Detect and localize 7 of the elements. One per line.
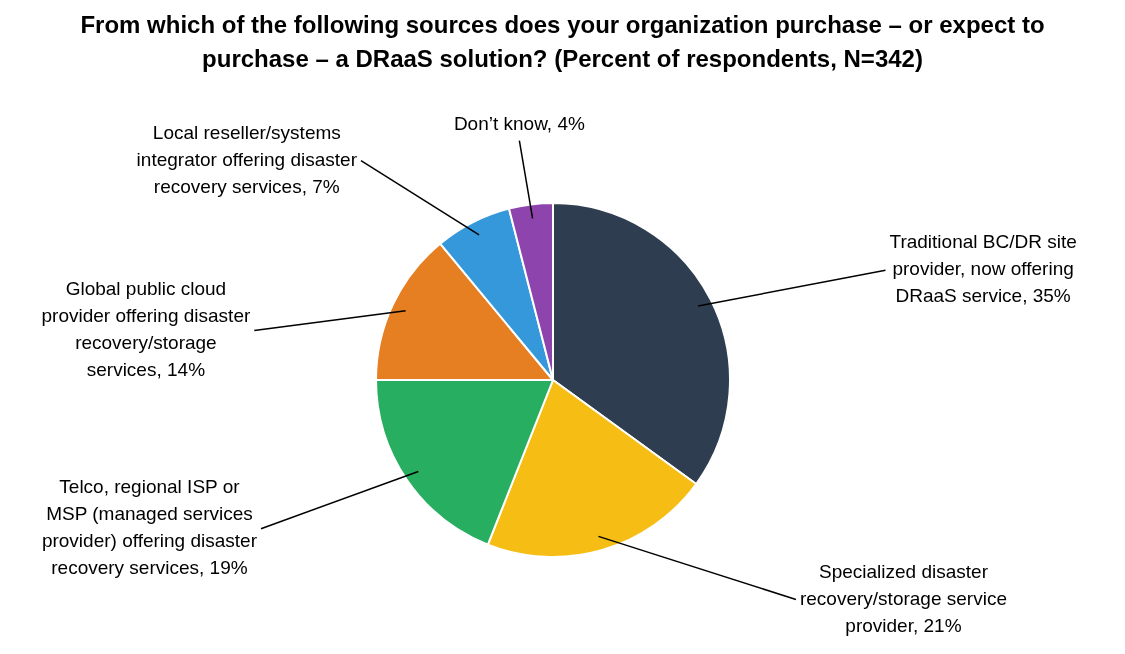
slice-label: Telco, regional ISP or MSP (managed services provider) offering disaster recovery services, 19% <box>41 476 258 579</box>
slice-label: Specialized disaster recovery/storage service provider, 21% <box>799 560 1007 636</box>
slice-label: Traditional BC/DR site provider, now offering DRaaS service, 35% <box>889 231 1077 307</box>
chart-title: From which of the following sources does your organization purchase – or expect to purchase – a DRaaS solution? (Percent of respondents, N=342) <box>79 10 1046 74</box>
slice-label: Global public cloud provider offering disaster recovery/storage services, 14% <box>41 278 251 381</box>
slice-label: Local reseller/systems integrator offering disaster recovery services, 7% <box>136 121 358 197</box>
slice-label: Don’t know, 4% <box>453 113 585 135</box>
